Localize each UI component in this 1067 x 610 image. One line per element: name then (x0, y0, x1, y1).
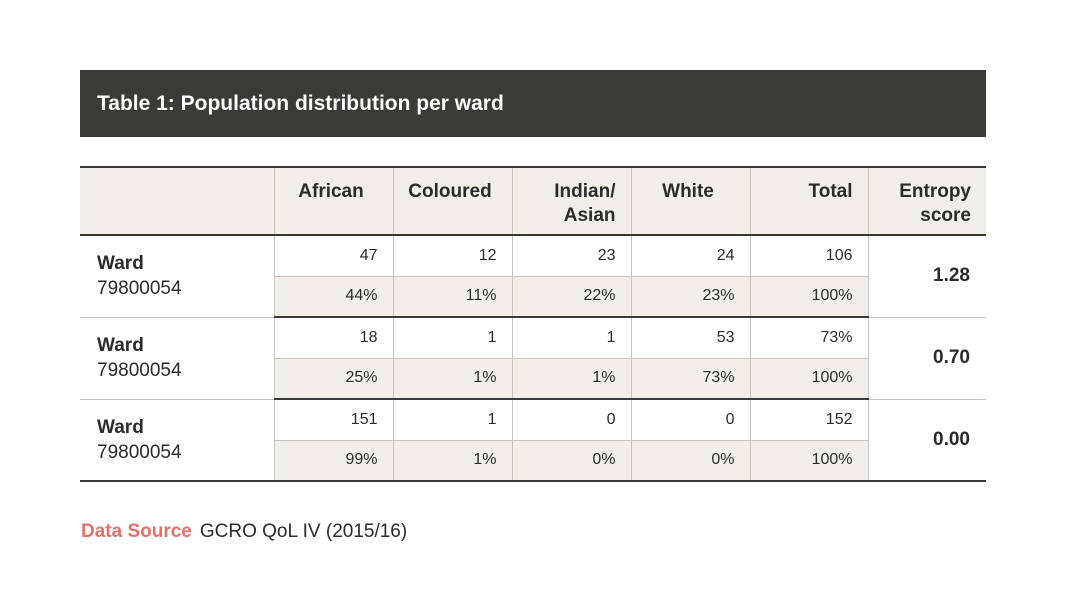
percent-african: 25% (273, 358, 393, 400)
entropy-score: 1.28 (867, 235, 986, 318)
percent-coloured: 1% (392, 358, 512, 400)
count-coloured: 12 (392, 235, 512, 277)
header-indian-asian: Indian/ Asian (511, 167, 631, 236)
percent-total: 100% (749, 358, 868, 400)
count-indian-asian: 23 (511, 235, 631, 277)
header-african: African (273, 167, 393, 236)
entropy-score: 0.70 (867, 317, 986, 400)
table-title: Table 1: Population distribution per war… (97, 91, 504, 115)
ward-label: Ward (97, 416, 144, 438)
ward-id: 79800054 (97, 360, 182, 381)
percent-indian-asian: 0% (511, 440, 631, 481)
count-indian-asian: 1 (511, 317, 631, 359)
percent-coloured: 1% (392, 440, 512, 481)
header-total: Total (749, 167, 868, 236)
header-white: White (630, 167, 750, 236)
count-white: 53 (630, 317, 750, 359)
ward-cell: Ward 79800054 (80, 235, 274, 318)
table-row: 99% 1% 0% 0% 100% (80, 440, 986, 481)
ward-cell: Ward 79800054 (80, 317, 274, 400)
table-row: Ward 79800054 47 12 23 24 106 1.28 (80, 235, 986, 318)
table-row: 25% 1% 1% 73% 100% (80, 358, 986, 400)
data-source-note: Data Source GCRO QoL IV (2015/16) (81, 521, 407, 543)
ward-id: 79800054 (97, 441, 182, 463)
percent-white: 23% (630, 276, 750, 318)
count-total: 106 (749, 235, 868, 277)
header-ward (80, 167, 274, 236)
count-african: 47 (273, 235, 393, 277)
percent-white: 73% (630, 358, 750, 400)
table-row: 44% 11% 22% 23% 100% (80, 276, 986, 318)
ward-cell: Ward 79800054 (80, 399, 274, 481)
entropy-score: 0.00 (867, 399, 986, 481)
count-white: 24 (630, 235, 750, 277)
ward-label: Ward (97, 335, 144, 356)
count-total: 152 (749, 399, 868, 441)
count-white: 0 (630, 399, 750, 441)
count-coloured: 1 (392, 399, 512, 441)
ward-id: 79800054 (97, 278, 182, 300)
ward-label: Ward (97, 253, 144, 275)
percent-indian-asian: 22% (511, 276, 631, 318)
data-source-text: GCRO QoL IV (2015/16) (199, 521, 408, 542)
percent-white: 0% (630, 440, 750, 481)
count-indian-asian: 0 (511, 399, 631, 441)
data-source-label: Data Source (81, 521, 192, 542)
population-table: African Coloured Indian/ Asian White Tot… (80, 166, 986, 482)
header-coloured: Coloured (392, 167, 512, 236)
table-row: Ward 79800054 151 1 0 0 152 0.00 (80, 399, 986, 481)
header-row: African Coloured Indian/ Asian White Tot… (80, 167, 986, 236)
table-row: Ward 79800054 18 1 1 53 73% 0.70 (80, 317, 986, 400)
percent-indian-asian: 1% (511, 358, 631, 400)
percent-coloured: 11% (392, 276, 512, 318)
count-total: 73% (749, 317, 868, 359)
header-entropy-score: Entropy score (867, 167, 986, 236)
percent-total: 100% (749, 440, 868, 481)
count-coloured: 1 (392, 317, 512, 359)
table-title-bar: Table 1: Population distribution per war… (80, 70, 986, 137)
percent-total: 100% (749, 276, 868, 318)
count-african: 18 (273, 317, 393, 359)
percent-african: 44% (273, 276, 393, 318)
percent-african: 99% (273, 440, 393, 481)
count-african: 151 (273, 399, 393, 441)
